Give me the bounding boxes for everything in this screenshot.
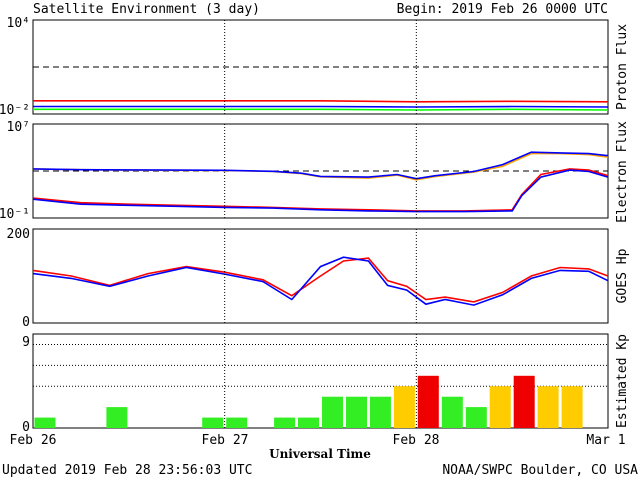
updated-timestamp: Updated 2019 Feb 28 23:56:03 UTC	[2, 463, 252, 478]
kp-bar	[513, 375, 535, 428]
kp-bar	[202, 417, 224, 428]
kp-bar	[34, 417, 56, 428]
kp-bar	[441, 396, 463, 428]
electron-ytick-bottom: 10⁻¹	[0, 207, 30, 222]
xtick-feb27: Feb 27	[202, 433, 249, 448]
begin-time: Begin: 2019 Feb 26 0000 UTC	[397, 2, 608, 17]
kp-bar	[489, 386, 511, 428]
xtick-mar1: Mar 1	[586, 433, 625, 448]
xtick-feb28: Feb 28	[393, 433, 440, 448]
electron-ylabel: Electron Flux	[615, 121, 630, 223]
series-line-blue-1	[32, 151, 609, 180]
kp-bar	[393, 386, 415, 428]
series-line-red-0	[32, 257, 609, 303]
electron-ytick-top: 10⁷	[7, 120, 30, 135]
proton-panel-frame	[32, 19, 609, 115]
hp-ytick-bottom: 0	[22, 315, 30, 330]
proton-ylabel: Proton Flux	[615, 24, 630, 110]
series-line-blue-1	[32, 256, 609, 306]
kp-ytick-top: 9	[22, 335, 30, 350]
kp-bar	[346, 396, 367, 428]
kp-bar	[417, 375, 439, 428]
series-line-red-0	[33, 100, 609, 103]
proton-ytick-top: 10⁴	[7, 16, 30, 31]
kp-bar	[106, 407, 128, 428]
figure-title: Satellite Environment (3 day)	[33, 2, 260, 17]
x-axis-label: Universal Time	[269, 447, 371, 461]
kp-bar	[465, 407, 487, 428]
series-line-blue-1	[33, 105, 609, 108]
hp-ylabel: GOES Hp	[615, 248, 630, 303]
kp-bar	[561, 386, 583, 428]
credit: NOAA/SWPC Boulder, CO USA	[442, 463, 638, 478]
series-line-blue-3	[32, 169, 609, 213]
hp-ytick-top: 200	[7, 227, 30, 242]
kp-bar	[369, 396, 391, 428]
kp-ylabel: Estimated Kp	[615, 334, 630, 428]
kp-plot	[33, 343, 608, 428]
xtick-feb26: Feb 26	[10, 433, 57, 448]
kp-ytick-bottom: 0	[22, 420, 30, 435]
kp-panel-frame	[32, 333, 609, 429]
kp-bar	[298, 417, 319, 428]
proton-ytick-bottom: 10⁻²	[0, 103, 30, 118]
day-gridlines	[224, 20, 417, 428]
kp-bar	[537, 386, 559, 428]
series-line-green-2	[33, 108, 609, 111]
proton-flux-plot	[33, 66, 609, 111]
goes-hp-plot	[32, 256, 609, 306]
kp-bar	[274, 417, 296, 428]
series-line-red-2	[32, 168, 609, 212]
kp-bar	[322, 396, 343, 428]
kp-bar	[226, 417, 248, 428]
electron-flux-plot	[32, 151, 609, 213]
